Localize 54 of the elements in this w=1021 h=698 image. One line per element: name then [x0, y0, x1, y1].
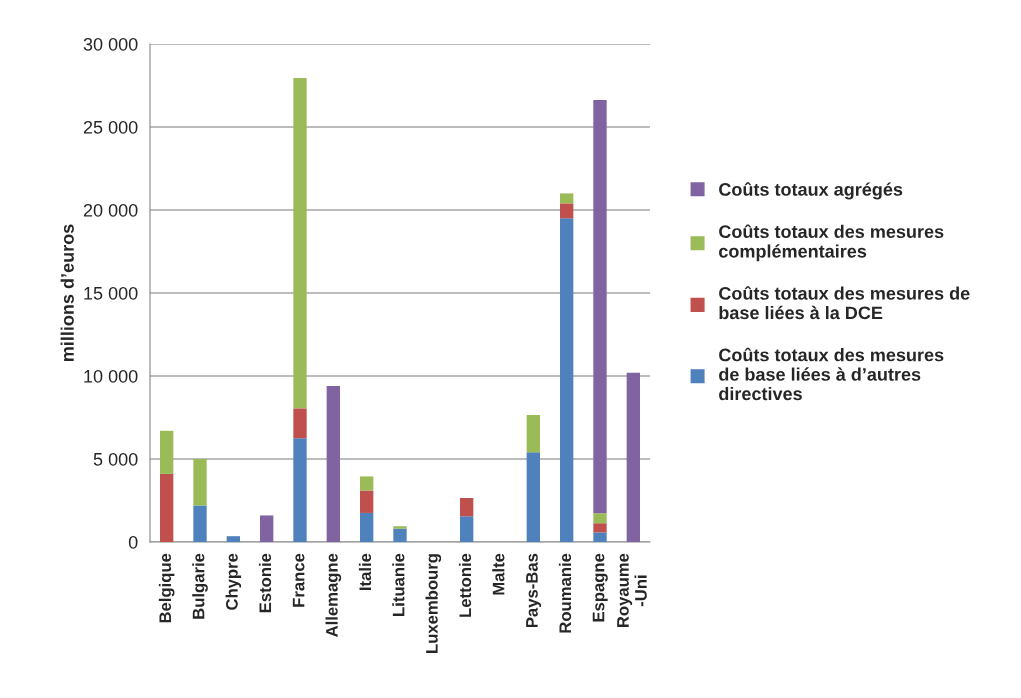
x-tick-label: Pays-Bas: [526, 553, 542, 628]
bar: [193, 505, 207, 542]
bar: [626, 372, 640, 542]
bar: [460, 498, 474, 517]
bar: [526, 415, 540, 453]
y-tick-label: 25 000: [83, 120, 138, 134]
bar: [593, 99, 607, 514]
bar: [360, 476, 374, 491]
x-tick-label: Bulgarie: [192, 553, 208, 619]
bar: [593, 523, 607, 533]
bar: [160, 430, 174, 474]
y-tick-label: 20 000: [83, 203, 138, 217]
bar: [293, 408, 307, 439]
bar: [360, 490, 374, 513]
x-tick-label: Estonie: [258, 553, 272, 613]
bar: [560, 203, 574, 219]
legend-label: Coûts totaux des mesures de base liées à d’autres directives: [719, 347, 944, 401]
x-tick-label: Espagne: [592, 553, 608, 622]
legend-label: Coûts totaux agrégés: [719, 182, 903, 200]
x-tick-label: Allemagne: [325, 553, 342, 637]
legend-label: Coûts totaux des mesures complémentaires: [719, 224, 944, 262]
y-tick-label: 10 000: [84, 369, 138, 383]
bar: [526, 452, 540, 542]
bar: [593, 532, 607, 542]
bar: [193, 459, 207, 506]
y-tick-label: 0: [128, 535, 138, 549]
bar: [560, 218, 574, 542]
bar: [293, 78, 307, 409]
bar: [326, 385, 340, 542]
legend-label: Coûts totaux des mesures de base liées à la DCE: [719, 286, 970, 320]
x-tick-label: Chypre: [225, 553, 242, 610]
x-tick-label: Belgique: [158, 553, 175, 623]
bar: [393, 528, 407, 542]
x-tick-label: France: [292, 553, 305, 607]
x-tick-label: Italie: [358, 553, 372, 590]
y-tick-label: 30 000: [83, 37, 138, 51]
x-tick-label: Roumanie: [558, 553, 572, 633]
bar: [226, 536, 240, 542]
y-tick-label: 5 000: [93, 452, 138, 466]
bar: [393, 526, 407, 529]
bar: [260, 515, 274, 542]
bar: [360, 512, 374, 542]
x-tick-label: Royaume -Uni: [617, 553, 647, 628]
x-tick-label: Lituanie: [392, 553, 405, 616]
bar: [293, 438, 307, 542]
bar: [160, 473, 174, 542]
bar: [593, 513, 607, 524]
bar: [460, 516, 474, 542]
y-tick-label: 15 000: [84, 286, 138, 300]
bar: [560, 193, 574, 204]
x-tick-label: Malte: [492, 553, 505, 595]
x-tick-label: Luxembourg: [425, 554, 442, 653]
x-tick-label: Lettonie: [458, 553, 472, 617]
y-axis-title: millions d’euros: [60, 224, 74, 362]
